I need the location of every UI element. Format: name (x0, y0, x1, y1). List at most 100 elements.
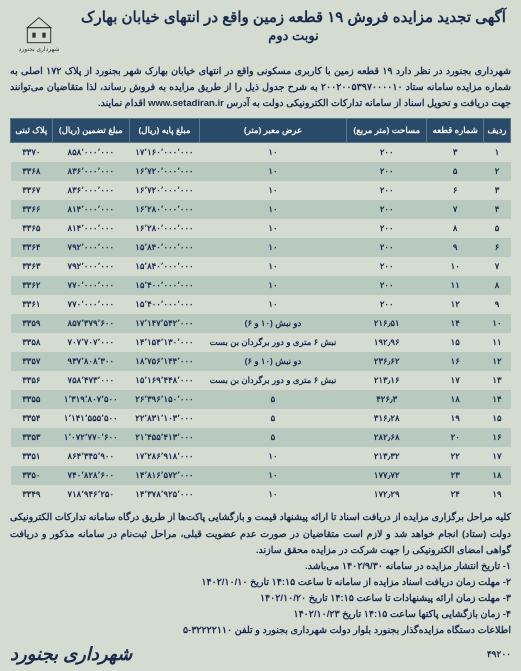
table-cell: ۲۱۳٫۱۶ (346, 371, 427, 390)
table-cell: ۷۷۰٬۰۰۰٬۰۰۰ (52, 295, 129, 314)
table-cell: ۷ (483, 257, 510, 276)
table-row: ۱۰۱۴۲۱۶٫۵۱دو نبش (۱۰ و ۶)۱۷٬۱۴۷٬۵۴۲٬۰۰۰۸… (11, 314, 511, 333)
table-row: ۱۹۲۴۱۷۲٫۲۹۱۰۱۴٬۳۷۸٬۹۲۵٬۰۰۰۷۱۸٬۹۴۶٬۲۵۰۳۳۴… (11, 485, 511, 504)
table-cell: ۶ (483, 238, 510, 257)
table-row: ۱۳۱۷۲۱۳٫۱۶نبش ۶ متری و دور برگردان بن بس… (11, 371, 511, 390)
table-cell: ۱۴٬۳۷۸٬۹۲۵٬۰۰۰ (129, 485, 199, 504)
table-cell: ۱۹ (427, 409, 483, 428)
table-cell: ۱۵ (483, 409, 510, 428)
table-cell: ۲۶٬۳۹۶٬۱۵۰٬۰۰۰ (129, 390, 199, 409)
table-cell: ۲۲٬۸۳۱٬۱۰۳٬۰۰۰ (129, 409, 199, 428)
table-cell: ۱۰ (199, 257, 346, 276)
table-cell: ۳۳۷۰ (11, 143, 53, 163)
logo-icon (22, 16, 56, 46)
table-cell: ۱۷٬۲۸۶٬۹۱۸٬۰۰۰ (129, 447, 199, 466)
table-cell: ۱۵ (427, 333, 483, 352)
table-cell: ۳۳۵۹ (11, 314, 53, 333)
table-cell: ۱۲ (483, 352, 510, 371)
table-cell: ۳۳۵۸ (11, 333, 53, 352)
table-cell: ۲۰۰ (346, 143, 427, 163)
col-header: شماره قطعه (427, 119, 483, 143)
table-cell: ۳۳۵۱ (11, 447, 53, 466)
table-cell: ۷۰۷٬۷۰۷٬۰۰۰ (52, 333, 129, 352)
table-cell: ۳۳۶۵ (11, 219, 53, 238)
table-row: ۴۷۲۰۰۱۰۱۶٬۲۸۰٬۰۰۰٬۰۰۰۸۱۴٬۰۰۰٬۰۰۰۳۳۶۶ (11, 200, 511, 219)
table-cell: ۷۹۲٬۰۰۰٬۰۰۰ (52, 238, 129, 257)
table-cell: ۱۶ (427, 352, 483, 371)
auction-notice-page: آگهی تجدید مزایده فروش ۱۹ قطعه زمین واقع… (0, 0, 521, 671)
footer-line-3: ۳- مهلت زمان ارائه پیشنهادات تا ساعت ۱۴:… (10, 591, 511, 607)
table-cell: ۱۴ (427, 314, 483, 333)
table-cell: ۶ (427, 181, 483, 200)
table-cell: ۲۰۰ (346, 219, 427, 238)
table-cell: ۱۶ (483, 428, 510, 447)
bottom-row: ۴۹۲۰۰ شهرداری بجنورد (10, 644, 511, 665)
table-row: ۱۶۲۰۲۸۲٫۶۸۵۲۱٬۴۵۵٬۴۱۳٬۰۰۰۱٬۰۷۲٬۷۷۰٬۶۰۰۳۳… (11, 428, 511, 447)
table-cell: ۲۴ (427, 485, 483, 504)
table-cell: ۲ (483, 162, 510, 181)
table-cell: ۱۲ (427, 295, 483, 314)
table-cell: ۱۰ (199, 162, 346, 181)
table-cell: ۱۰ (199, 143, 346, 163)
table-cell: ۲۰ (427, 428, 483, 447)
table-cell: ۷ (427, 200, 483, 219)
table-cell: ۱۵٬۱۶۹٬۴۴۸٬۰۰۰ (129, 371, 199, 390)
municipality-logo: شهرداری بجنورد (10, 8, 68, 60)
table-cell: ۵ (427, 162, 483, 181)
table-cell: ۱٬۰۷۲٬۷۷۰٬۶۰۰ (52, 428, 129, 447)
page-title: آگهی تجدید مزایده فروش ۱۹ قطعه زمین واقع… (76, 8, 511, 28)
table-cell: ۸۱۴٬۰۰۰٬۰۰۰ (52, 219, 129, 238)
table-cell: دو نبش (۱۰ و ۶) (199, 314, 346, 333)
table-row: ۵۸۲۰۰۱۰۱۶٬۲۸۰٬۰۰۰٬۰۰۰۸۱۴٬۰۰۰٬۰۰۰۳۳۶۵ (11, 219, 511, 238)
table-cell: ۳۳۶۱ (11, 295, 53, 314)
table-cell: ۸۳۶٬۰۰۰٬۰۰۰ (52, 162, 129, 181)
table-cell: ۱۶٬۷۲۰٬۰۰۰٬۰۰۰ (129, 181, 199, 200)
table-cell: ۱۷۲٫۲۹ (346, 485, 427, 504)
table-row: ۷۱۰۲۰۰۱۰۱۵٬۸۴۰٬۰۰۰٬۰۰۰۷۹۲٬۰۰۰٬۰۰۰۳۳۶۳ (11, 257, 511, 276)
table-cell: ۹ (483, 295, 510, 314)
table-row: ۱۳۲۰۰۱۰۱۷٬۱۶۰٬۰۰۰٬۰۰۰۸۵۸٬۰۰۰٬۰۰۰۳۳۷۰ (11, 143, 511, 163)
page-subtitle: نوبت دوم (76, 28, 511, 44)
footer-block: کلیه مراحل برگزاری مزایده از دریافت اسنا… (10, 510, 511, 639)
table-cell: ۷۹۲٬۰۰۰٬۰۰۰ (52, 257, 129, 276)
plots-table: ردیفشماره قطعهمساحت (متر مربع)عرض معبر (… (10, 118, 511, 504)
table-cell: ۱۷ (483, 447, 510, 466)
table-cell: ۱۰ (199, 219, 346, 238)
table-cell: ۱۴ (483, 390, 510, 409)
table-cell: نبش ۶ متری و دور برگردان بن بست (199, 371, 346, 390)
col-header: پلاک ثبتی (11, 119, 53, 143)
table-cell: ۷۷۰٬۰۰۰٬۰۰۰ (52, 276, 129, 295)
table-cell: ۱۱ (483, 333, 510, 352)
table-cell: دو نبش (۱۰ و ۶) (199, 352, 346, 371)
table-cell: ۱۵٬۴۰۰٬۰۰۰٬۰۰۰ (129, 276, 199, 295)
table-row: ۲۵۲۰۰۱۰۱۶٬۷۲۰٬۰۰۰٬۰۰۰۸۳۶٬۰۰۰٬۰۰۰۳۳۶۸ (11, 162, 511, 181)
table-cell: ۱۰ (427, 257, 483, 276)
table-cell: ۱۷٬۱۶۰٬۰۰۰٬۰۰۰ (129, 143, 199, 163)
table-cell: ۲۸۲٫۶۸ (346, 428, 427, 447)
table-cell: ۵ (199, 409, 346, 428)
table-cell: ۸۶۴٬۳۴۵٬۹۰۰ (52, 447, 129, 466)
table-cell: ۵ (199, 428, 346, 447)
table-cell: ۷۴۰٬۸۲۸٬۶۰۰ (52, 466, 129, 485)
table-cell: ۳۳۴۹ (11, 485, 53, 504)
table-cell: ۳۳۵۴ (11, 409, 53, 428)
table-cell: ۸۵۸٬۰۰۰٬۰۰۰ (52, 143, 129, 163)
col-header: مبلغ تضمین (ریال) (52, 119, 129, 143)
table-cell: ۱۴٬۱۵۴٬۱۳۰٬۰۰۰ (129, 333, 199, 352)
table-cell: ۱ (483, 143, 510, 163)
table-cell: ۱٬۱۴۱٬۵۵۵٬۵۰۰ (52, 409, 129, 428)
table-cell: ۱۳ (483, 371, 510, 390)
table-cell: ۸۵۷٬۳۷۹٬۶۰۰ (52, 314, 129, 333)
table-cell: ۵ (199, 390, 346, 409)
logo-caption: شهرداری بجنورد (19, 46, 60, 53)
table-cell: ۳۳۶۷ (11, 181, 53, 200)
reference-number: ۴۹۲۰۰ (487, 649, 511, 660)
table-header: ردیفشماره قطعهمساحت (متر مربع)عرض معبر (… (11, 119, 511, 143)
table-cell: ۱۶٬۲۸۰٬۰۰۰٬۰۰۰ (129, 219, 199, 238)
table-cell: ۳۳۵۷ (11, 352, 53, 371)
table-row: ۱۸۲۳۱۷۷٫۷۲۱۰۱۴٬۸۱۶٬۵۷۲٬۰۰۰۷۴۰٬۸۲۸٬۶۰۰۳۳۵… (11, 466, 511, 485)
table-cell: ۱۷ (427, 371, 483, 390)
table-cell: ۹ (427, 238, 483, 257)
table-cell: ۲۰۰ (346, 276, 427, 295)
table-row: ۸۱۱۲۰۰۱۰۱۵٬۴۰۰٬۰۰۰٬۰۰۰۷۷۰٬۰۰۰٬۰۰۰۳۳۶۲ (11, 276, 511, 295)
